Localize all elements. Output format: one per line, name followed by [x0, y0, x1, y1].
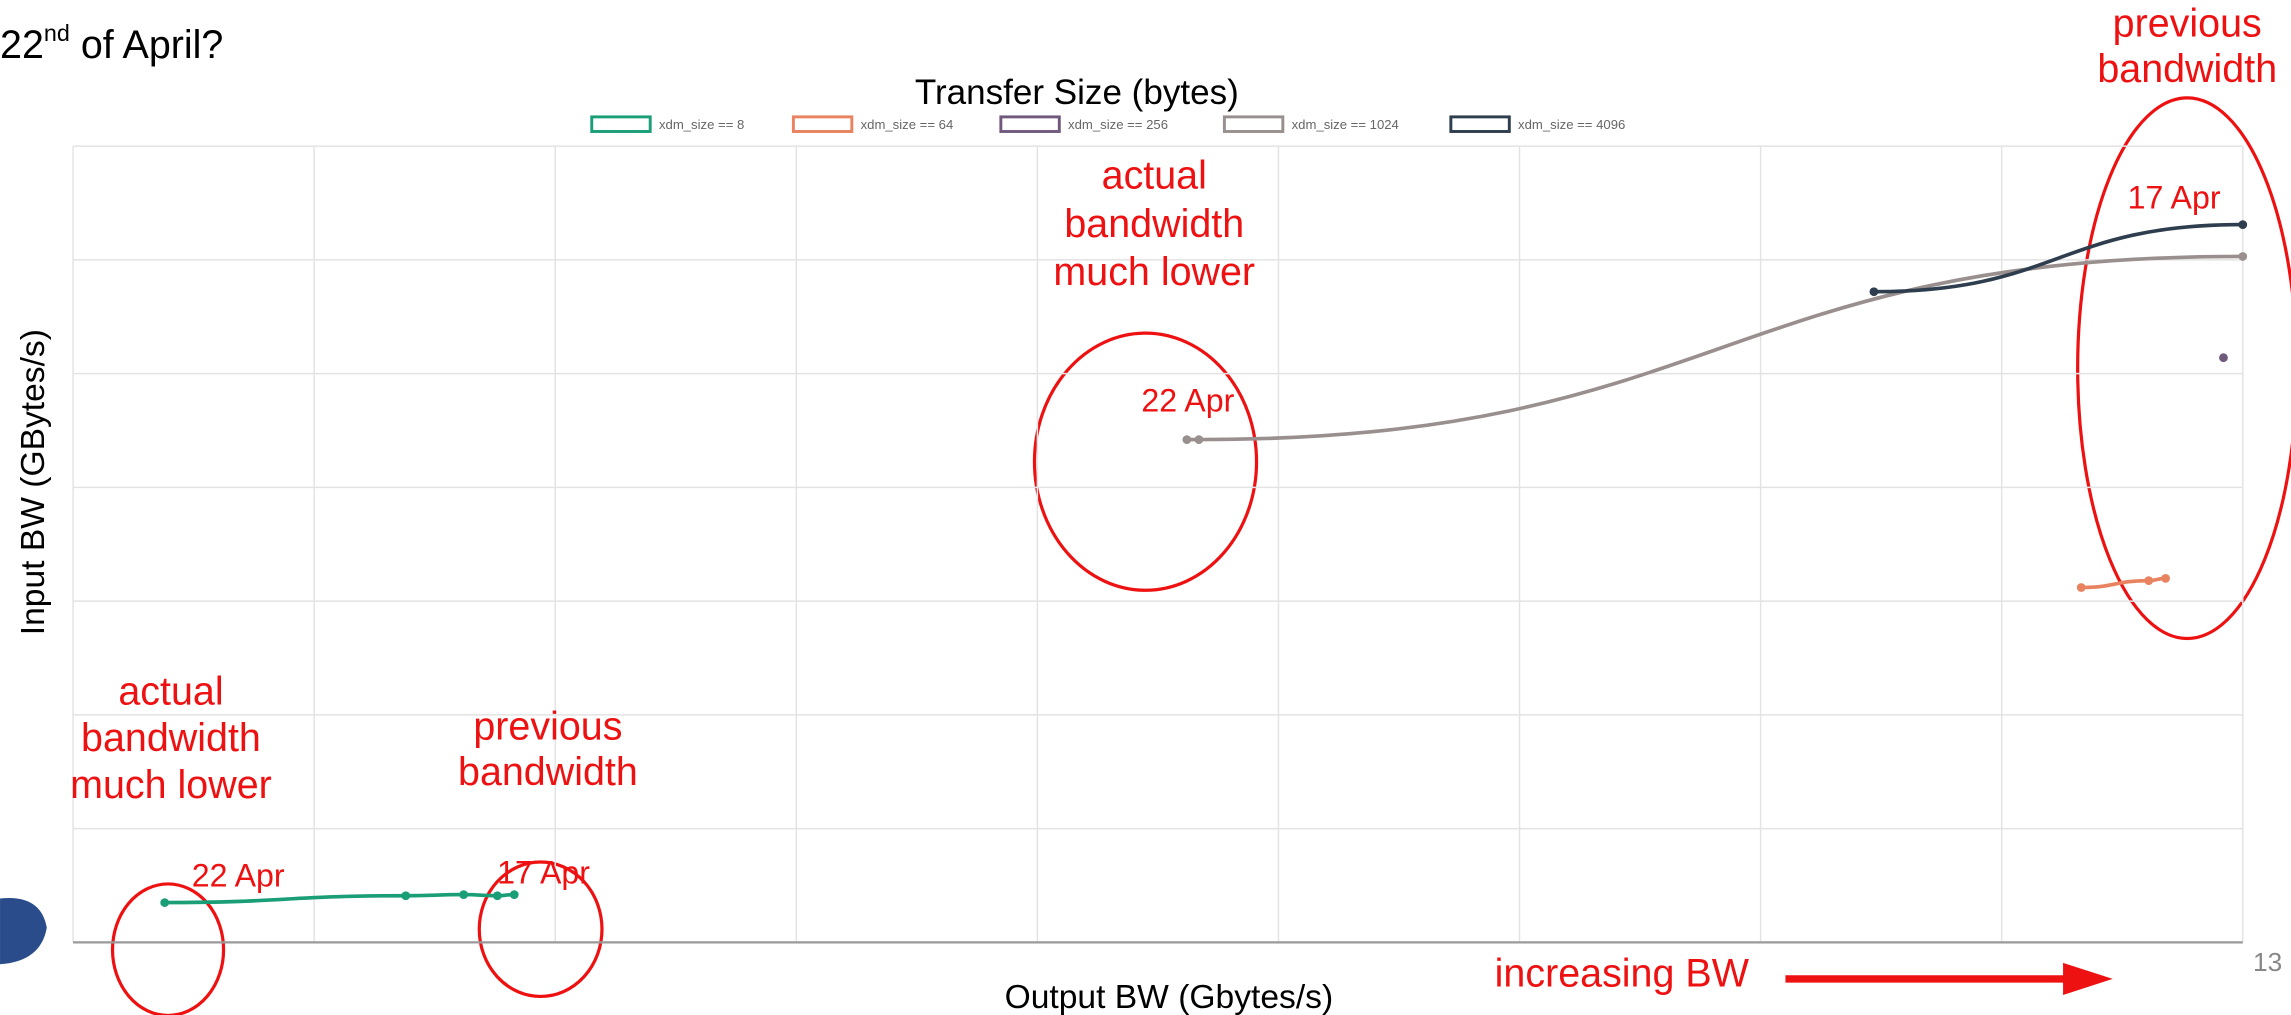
logo-shape [0, 898, 47, 965]
arrow-head [2063, 962, 2113, 995]
data-point [160, 898, 170, 907]
annotation-text: actual [118, 669, 223, 713]
legend-label: xdm_size == 4096 [1518, 117, 1625, 132]
legend-label: xdm_size == 8 [659, 117, 744, 132]
data-point [492, 891, 502, 901]
chart-title: Transfer Size (bytes) [915, 73, 1239, 112]
annotation-text: much lower [1053, 250, 1255, 294]
data-point [2076, 583, 2086, 592]
legend-item: xdm_size == 256 [999, 115, 1168, 133]
data-point [2219, 353, 2228, 363]
legend-swatch [999, 115, 1061, 133]
x-axis-label: Output BW (Gbytes/s) [1005, 979, 1334, 1015]
legend-label: xdm_size == 256 [1068, 117, 1168, 132]
data-point [1869, 287, 1879, 297]
series [160, 890, 519, 907]
ellipse [477, 860, 604, 999]
annotation-text: bandwidth [2097, 47, 2277, 91]
annotation-text: 22 Apr [192, 858, 285, 894]
data-point [2161, 573, 2170, 583]
question-sup: nd [44, 20, 70, 46]
annotation-text: much lower [70, 763, 272, 807]
legend-item: xdm_size == 8 [590, 115, 744, 133]
annotation-text: bandwidth [1064, 202, 1244, 246]
ellipse [1032, 331, 1259, 592]
question-text: 22nd of April? [0, 20, 223, 67]
annotation: 22 Apr [192, 858, 285, 894]
legend-item: xdm_size == 4096 [1449, 115, 1625, 133]
data-point [1194, 435, 1204, 444]
annotation-text: increasing BW [1495, 951, 1750, 995]
annotation-text: bandwidth [458, 750, 638, 794]
series [2076, 573, 2170, 592]
annotation-text: 22 Apr [1141, 383, 1234, 419]
annotation-text: previous [2113, 2, 2262, 46]
annotation: 17 Apr [497, 855, 590, 891]
data-point [401, 891, 411, 901]
legend-swatch [1449, 115, 1511, 133]
data-point [2144, 576, 2154, 586]
question-part: 22 [0, 24, 44, 68]
data-point [1182, 435, 1192, 444]
annotation-text: bandwidth [81, 716, 261, 760]
legend-swatch [590, 115, 652, 133]
logo [0, 898, 47, 965]
ellipse [2076, 96, 2291, 641]
annotation-text: actual [1102, 154, 1207, 198]
series [2219, 353, 2228, 363]
series-line [1873, 222, 2243, 294]
legend-swatch [1222, 115, 1285, 133]
ellipse [110, 882, 226, 1015]
legend-item: xdm_size == 64 [791, 115, 954, 133]
annotation: 17 Apr [2128, 180, 2221, 216]
legend-swatch [791, 115, 854, 133]
series [1869, 220, 2248, 297]
annotation-text: previous [473, 704, 622, 748]
legend-label: xdm_size == 1024 [1292, 117, 1399, 132]
y-axis-label: Input BW (GBytes/s) [15, 329, 52, 635]
annotation-ellipses [110, 96, 2291, 1015]
legend-item: xdm_size == 1024 [1222, 115, 1399, 133]
legend-label: xdm_size == 64 [861, 117, 954, 132]
arrow [1785, 962, 2113, 995]
annotation: 22 Apr [1141, 383, 1234, 419]
data-point [459, 890, 469, 899]
annotation-text: 17 Apr [2128, 180, 2221, 216]
question-part: of April? [70, 24, 223, 68]
data-point [2238, 220, 2248, 229]
data-point [2238, 252, 2248, 261]
annotation-text: 17 Apr [497, 855, 590, 891]
page-number: 13 [2253, 947, 2282, 977]
data-point [509, 890, 519, 899]
annotation: increasing BW [1495, 951, 1750, 995]
series [1182, 252, 2248, 444]
